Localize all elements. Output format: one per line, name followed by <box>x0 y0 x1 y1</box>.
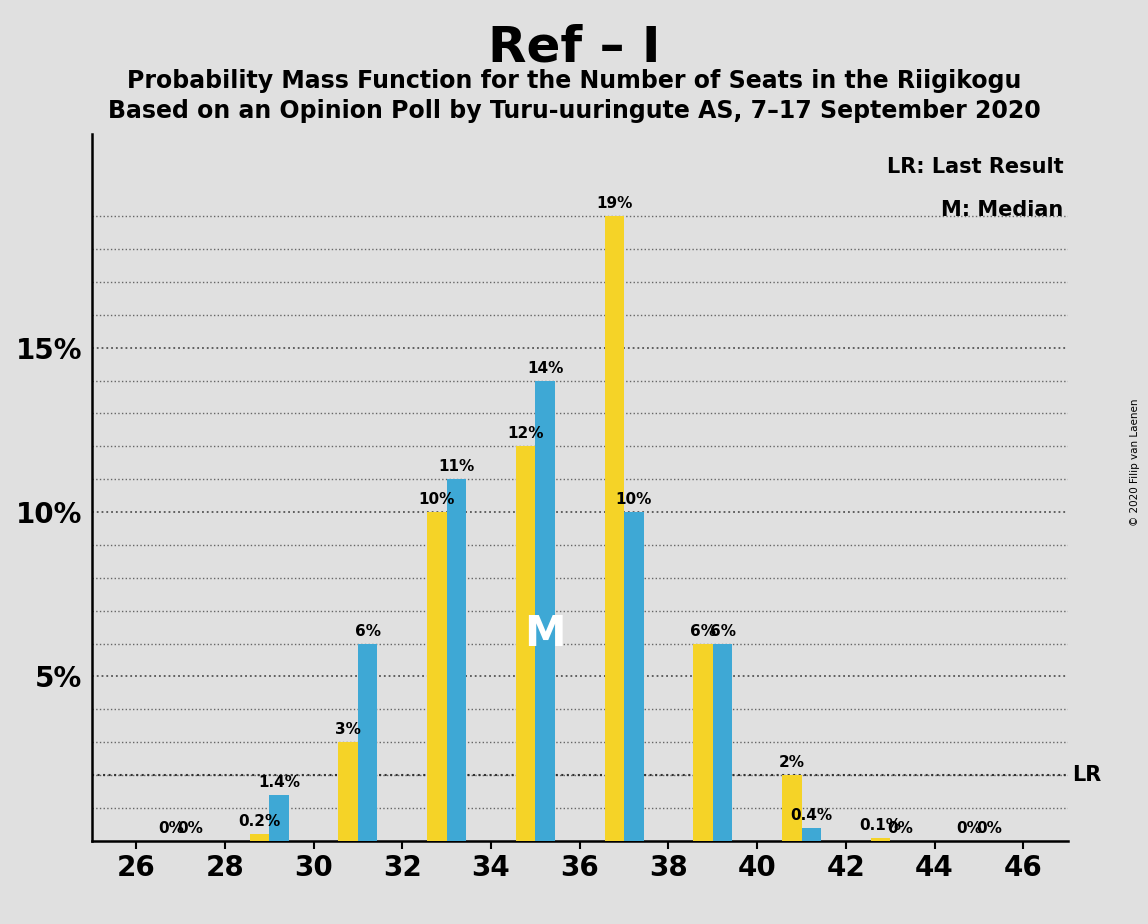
Bar <box>713 644 732 841</box>
Text: 0.2%: 0.2% <box>239 814 280 830</box>
Bar <box>693 644 713 841</box>
Bar <box>782 775 801 841</box>
Bar <box>625 512 644 841</box>
Text: 0%: 0% <box>158 821 184 836</box>
Text: M: Median: M: Median <box>941 200 1063 220</box>
Text: 0%: 0% <box>956 821 982 836</box>
Text: © 2020 Filip van Laenen: © 2020 Filip van Laenen <box>1130 398 1140 526</box>
Text: Probability Mass Function for the Number of Seats in the Riigikogu: Probability Mass Function for the Number… <box>126 69 1022 93</box>
Bar <box>270 795 289 841</box>
Text: 14%: 14% <box>527 360 564 376</box>
Text: 2%: 2% <box>778 755 805 771</box>
Text: 0%: 0% <box>887 821 913 836</box>
Bar <box>801 828 821 841</box>
Text: 0.4%: 0.4% <box>790 808 832 822</box>
Text: 6%: 6% <box>690 624 716 638</box>
Bar <box>870 837 890 841</box>
Bar <box>515 446 535 841</box>
Text: 11%: 11% <box>439 459 474 474</box>
Text: 10%: 10% <box>615 492 652 507</box>
Text: LR: Last Result: LR: Last Result <box>886 157 1063 177</box>
Text: 0%: 0% <box>976 821 1001 836</box>
Text: M: M <box>525 613 566 655</box>
Bar <box>427 512 447 841</box>
Text: 10%: 10% <box>419 492 455 507</box>
Text: 6%: 6% <box>355 624 381 638</box>
Bar <box>605 216 625 841</box>
Text: 0%: 0% <box>178 821 203 836</box>
Bar <box>339 742 358 841</box>
Bar <box>250 834 270 841</box>
Text: 19%: 19% <box>596 196 633 212</box>
Bar <box>447 480 466 841</box>
Bar <box>535 381 554 841</box>
Text: Based on an Opinion Poll by Turu-uuringute AS, 7–17 September 2020: Based on an Opinion Poll by Turu-uuringu… <box>108 99 1040 123</box>
Text: 3%: 3% <box>335 723 362 737</box>
Text: 12%: 12% <box>507 426 544 442</box>
Bar <box>358 644 378 841</box>
Text: 6%: 6% <box>709 624 736 638</box>
Text: 1.4%: 1.4% <box>258 775 300 790</box>
Text: Ref – I: Ref – I <box>488 23 660 71</box>
Text: LR: LR <box>1072 765 1101 785</box>
Text: 0.1%: 0.1% <box>860 818 901 833</box>
